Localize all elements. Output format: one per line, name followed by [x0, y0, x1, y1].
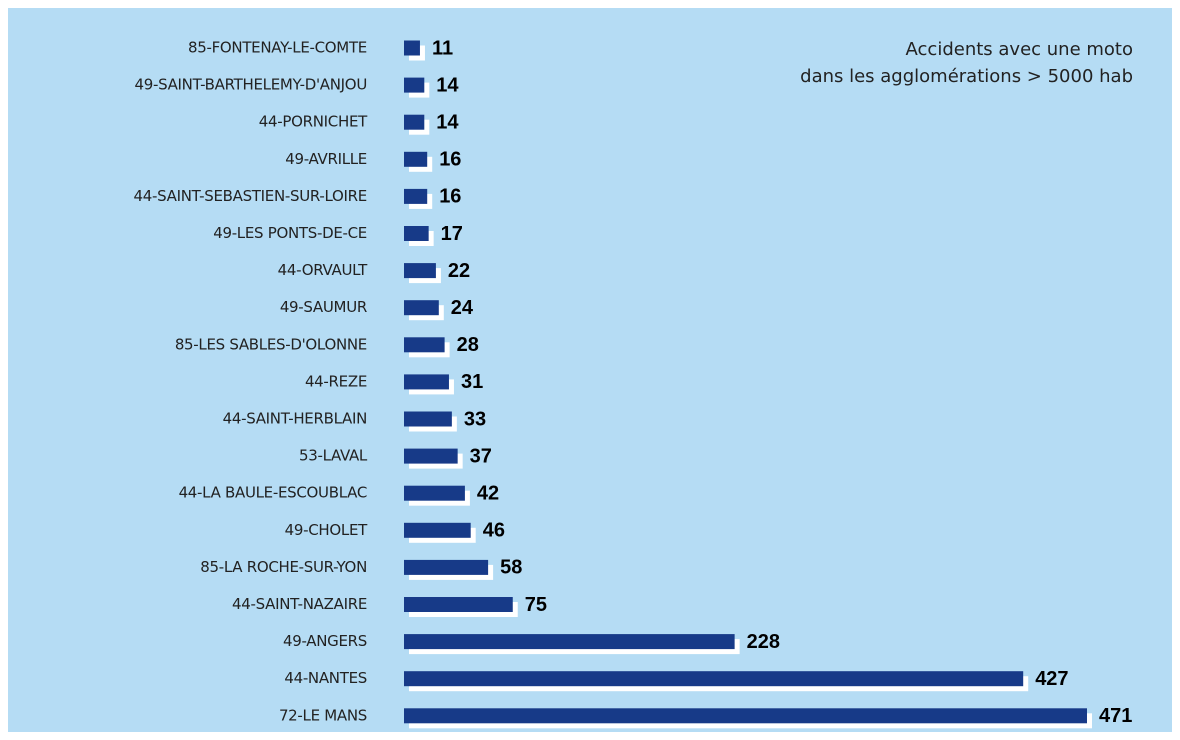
- bar: [404, 188, 428, 204]
- category-label: 85-LA ROCHE-SUR-YON: [200, 558, 367, 576]
- bar: [404, 151, 428, 167]
- value-label: 42: [477, 482, 499, 504]
- category-label: 44-SAINT-NAZAIRE: [232, 595, 367, 613]
- bar: [404, 40, 420, 56]
- category-label: 49-SAUMUR: [280, 298, 367, 316]
- category-label: 85-LES SABLES-D'OLONNE: [175, 335, 367, 353]
- bar: [404, 114, 425, 130]
- value-label: 14: [436, 111, 459, 133]
- bar: [404, 337, 445, 353]
- value-label: 31: [461, 371, 483, 393]
- bar: [404, 226, 429, 241]
- bar: [404, 411, 452, 427]
- category-label: 49-LES PONTS-DE-CE: [213, 224, 367, 242]
- chart-title: Accidents avec une moto: [906, 39, 1133, 60]
- bar: [404, 597, 513, 612]
- category-label: 49-CHOLET: [285, 521, 368, 539]
- value-label: 427: [1035, 668, 1068, 690]
- category-label: 44-SAINT-SEBASTIEN-SUR-LOIRE: [134, 187, 367, 205]
- chart-title: dans les agglomérations > 5000 hab: [800, 66, 1133, 87]
- value-label: 37: [470, 445, 492, 467]
- value-label: 22: [448, 260, 470, 282]
- value-label: 228: [747, 631, 780, 653]
- category-label: 44-PORNICHET: [259, 113, 368, 131]
- category-label: 53-LAVAL: [299, 447, 368, 465]
- category-label: 49-AVRILLE: [285, 150, 367, 168]
- value-label: 16: [439, 149, 461, 171]
- value-label: 75: [525, 594, 547, 616]
- value-label: 17: [441, 223, 463, 245]
- bar: [404, 522, 471, 538]
- value-label: 28: [457, 334, 479, 356]
- bar: [404, 448, 458, 464]
- category-label: 72-LE MANS: [279, 706, 367, 724]
- bar: [404, 559, 489, 575]
- bar: [404, 634, 735, 650]
- value-label: 46: [483, 520, 505, 542]
- value-label: 58: [500, 557, 522, 579]
- bar: [404, 77, 425, 93]
- category-label: 44-REZE: [305, 372, 367, 390]
- value-label: 16: [439, 186, 461, 208]
- category-label: 44-NANTES: [284, 669, 367, 687]
- value-label: 11: [432, 37, 453, 59]
- category-label: 49-SAINT-BARTHELEMY-D'ANJOU: [134, 76, 367, 94]
- value-label: 33: [464, 408, 486, 430]
- bar: [404, 485, 465, 501]
- bar: [404, 300, 439, 316]
- value-label: 14: [436, 74, 459, 96]
- category-label: 44-LA BAULE-ESCOUBLAC: [179, 484, 367, 502]
- category-label: 44-ORVAULT: [278, 261, 368, 279]
- category-label: 49-ANGERS: [283, 632, 367, 650]
- bar: [404, 374, 449, 390]
- chart-background: [8, 8, 1172, 732]
- category-label: 44-SAINT-HERBLAIN: [223, 410, 367, 428]
- value-label: 471: [1099, 705, 1132, 727]
- bar: [404, 263, 436, 279]
- category-label: 85-FONTENAY-LE-COMTE: [188, 39, 367, 57]
- bar: [404, 671, 1024, 687]
- value-label: 24: [451, 297, 474, 319]
- bar: [404, 708, 1087, 724]
